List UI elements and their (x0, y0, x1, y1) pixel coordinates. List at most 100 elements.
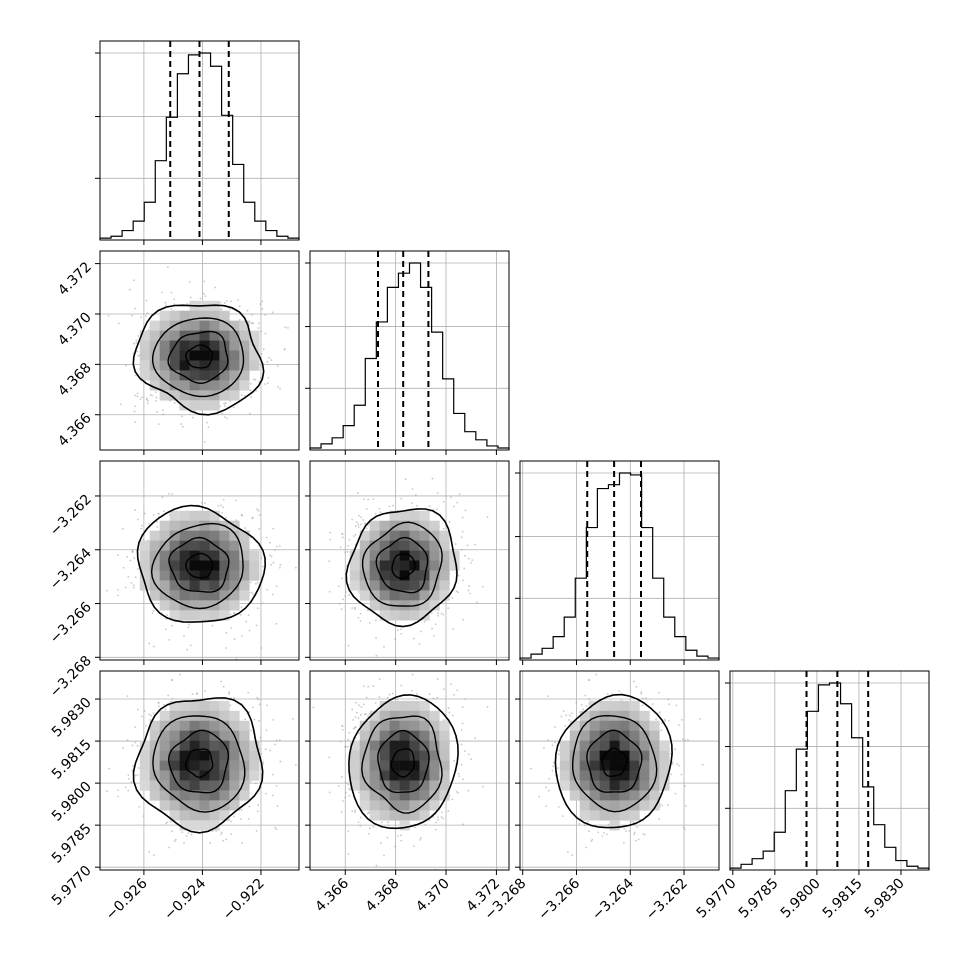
density-cell (179, 810, 190, 821)
density-cell (589, 700, 600, 712)
sample-point (146, 400, 149, 402)
density-cell (419, 550, 430, 561)
sample-point (431, 477, 434, 480)
sample-point (396, 835, 399, 837)
density-cell (439, 580, 450, 591)
density-cell (589, 750, 600, 761)
density-cell (389, 790, 400, 801)
density-cell (159, 350, 170, 361)
density-cell (209, 520, 220, 531)
sample-point (239, 817, 242, 820)
density-cell (649, 720, 660, 731)
density-cell (359, 750, 370, 761)
sample-point (557, 753, 560, 756)
density-cell (399, 810, 410, 821)
sample-point (170, 308, 173, 311)
sample-point (442, 527, 445, 530)
sample-point (265, 536, 268, 539)
density-cell (249, 350, 260, 361)
sample-point (228, 691, 230, 694)
sample-point (256, 581, 259, 584)
sample-point (341, 536, 344, 539)
sample-point (126, 556, 129, 558)
sample-point (137, 767, 140, 769)
sample-point (132, 765, 135, 768)
density-cell (169, 800, 180, 811)
sample-point (433, 634, 435, 637)
density-cell (149, 360, 160, 371)
density-cell (159, 720, 170, 731)
sample-point (192, 457, 194, 459)
sample-point (578, 822, 581, 825)
density-cell (239, 790, 250, 801)
density-cell (599, 770, 610, 781)
sample-point (239, 614, 242, 616)
sample-point (130, 314, 133, 317)
sample-point (400, 834, 402, 837)
sample-point (255, 830, 258, 832)
density-cell (149, 530, 160, 541)
density-cell (239, 560, 250, 571)
sample-point (346, 550, 349, 553)
sample-point (467, 789, 470, 792)
density-cell (169, 330, 180, 341)
density-cell (609, 760, 620, 771)
sample-point (640, 691, 643, 694)
sample-point (411, 488, 414, 491)
density-cell (179, 390, 190, 401)
density-cell (659, 770, 670, 781)
density-cell (589, 730, 600, 741)
sample-point (461, 706, 464, 709)
sample-point (271, 794, 274, 797)
contour-2 (377, 729, 430, 794)
sample-point (470, 758, 473, 761)
sample-point (456, 501, 459, 504)
sample-point (258, 514, 261, 516)
sample-point (400, 632, 403, 635)
sample-point (136, 392, 139, 395)
sample-point (223, 402, 226, 405)
contour-0 (348, 694, 459, 830)
x-tick-label: −0.924 (161, 875, 209, 923)
density-cell (419, 520, 430, 531)
density-cell (179, 400, 190, 411)
sample-point (633, 831, 636, 834)
sample-point (265, 729, 268, 732)
sample-point (248, 805, 251, 808)
sample-point (278, 545, 281, 548)
sample-point (582, 708, 584, 711)
density-cell (629, 720, 640, 731)
density-cell (169, 580, 180, 591)
density-cell (619, 810, 630, 821)
density-cell (639, 740, 650, 751)
sample-point (698, 717, 701, 720)
density-cell (369, 780, 380, 791)
sample-point (156, 526, 158, 528)
density-cell (429, 560, 440, 571)
density-cell (429, 570, 440, 581)
density-cell (229, 330, 240, 341)
density-cell (399, 540, 410, 551)
sample-point (557, 805, 560, 808)
density-cell (139, 370, 151, 381)
density-cell (419, 730, 430, 741)
density-cell (249, 330, 260, 341)
sample-point (635, 685, 638, 688)
density-cell (229, 360, 240, 371)
sample-point (134, 726, 137, 728)
density-cell (379, 610, 390, 621)
density-cell (359, 740, 370, 751)
sample-point (362, 703, 365, 706)
density-cell (579, 750, 590, 761)
sample-point (394, 638, 397, 640)
sample-point (585, 705, 588, 707)
sample-point (228, 308, 231, 310)
density-cell (379, 530, 390, 541)
sample-point (328, 590, 331, 593)
density-cell (189, 720, 200, 731)
density-cell (609, 780, 620, 791)
sample-point (388, 505, 391, 508)
density-cell (179, 550, 190, 561)
sample-point (552, 765, 555, 768)
sample-point (241, 841, 243, 844)
